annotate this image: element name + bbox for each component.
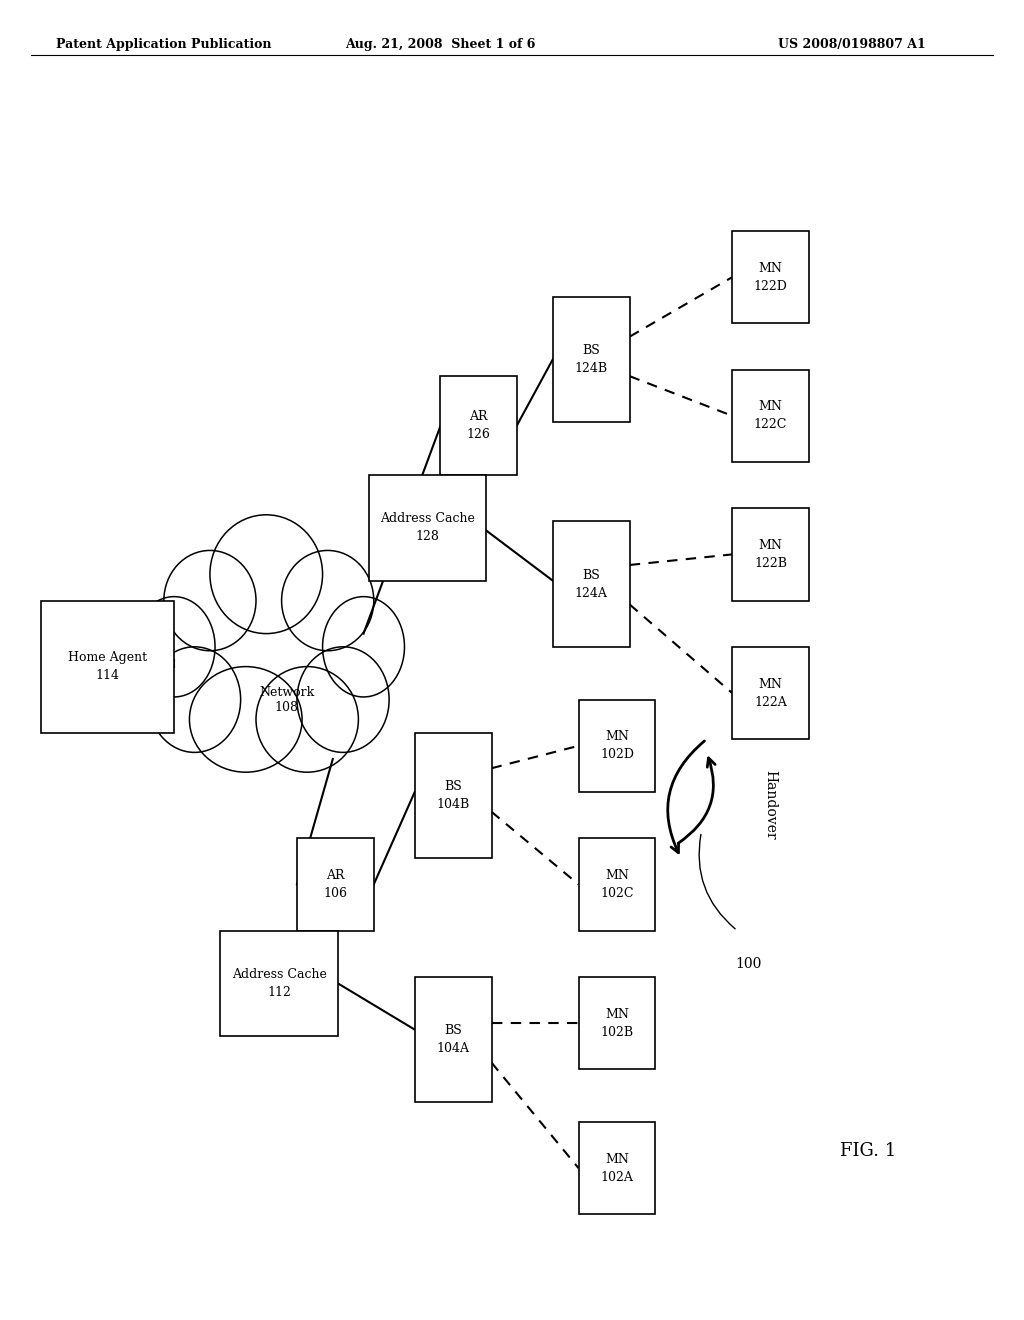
Text: Network
108: Network 108 [259, 685, 314, 714]
Ellipse shape [148, 647, 241, 752]
FancyBboxPatch shape [41, 601, 174, 733]
Text: MN
102A: MN 102A [600, 1152, 634, 1184]
Text: MN
122D: MN 122D [754, 261, 787, 293]
FancyBboxPatch shape [579, 700, 655, 792]
Text: 100: 100 [735, 957, 762, 972]
Ellipse shape [297, 647, 389, 752]
Ellipse shape [189, 667, 302, 772]
Ellipse shape [256, 667, 358, 772]
Text: Patent Application Publication: Patent Application Publication [56, 38, 271, 51]
FancyBboxPatch shape [732, 231, 809, 323]
Text: Home Agent
114: Home Agent 114 [68, 651, 147, 682]
FancyBboxPatch shape [220, 931, 338, 1036]
Text: Address Cache
128: Address Cache 128 [380, 512, 475, 544]
Text: AR
126: AR 126 [467, 411, 490, 441]
FancyBboxPatch shape [553, 297, 630, 422]
Ellipse shape [282, 550, 374, 651]
Text: MN
122C: MN 122C [754, 400, 787, 432]
Text: MN
102C: MN 102C [600, 869, 634, 900]
Text: BS
104B: BS 104B [436, 780, 470, 810]
Text: BS
124A: BS 124A [574, 569, 608, 599]
FancyBboxPatch shape [732, 508, 809, 601]
Ellipse shape [210, 515, 323, 634]
FancyBboxPatch shape [579, 977, 655, 1069]
FancyBboxPatch shape [297, 838, 374, 931]
Text: MN
102D: MN 102D [600, 730, 634, 762]
Text: MN
122A: MN 122A [755, 677, 786, 709]
Text: US 2008/0198807 A1: US 2008/0198807 A1 [778, 38, 926, 51]
FancyBboxPatch shape [440, 376, 517, 475]
FancyBboxPatch shape [415, 733, 492, 858]
Text: Address Cache
112: Address Cache 112 [231, 968, 327, 999]
Ellipse shape [164, 550, 256, 651]
FancyBboxPatch shape [369, 475, 486, 581]
Text: Handover: Handover [763, 771, 777, 840]
FancyBboxPatch shape [732, 370, 809, 462]
FancyBboxPatch shape [579, 1122, 655, 1214]
Ellipse shape [133, 597, 215, 697]
Ellipse shape [323, 597, 404, 697]
Text: Aug. 21, 2008  Sheet 1 of 6: Aug. 21, 2008 Sheet 1 of 6 [345, 38, 536, 51]
FancyBboxPatch shape [732, 647, 809, 739]
Text: BS
104A: BS 104A [436, 1024, 470, 1055]
FancyBboxPatch shape [553, 521, 630, 647]
Text: MN
122B: MN 122B [754, 539, 787, 570]
Text: MN
102B: MN 102B [600, 1007, 634, 1039]
Text: BS
124B: BS 124B [574, 345, 608, 375]
FancyBboxPatch shape [579, 838, 655, 931]
Text: FIG. 1: FIG. 1 [840, 1142, 896, 1160]
Text: AR
106: AR 106 [324, 869, 347, 900]
FancyBboxPatch shape [415, 977, 492, 1102]
